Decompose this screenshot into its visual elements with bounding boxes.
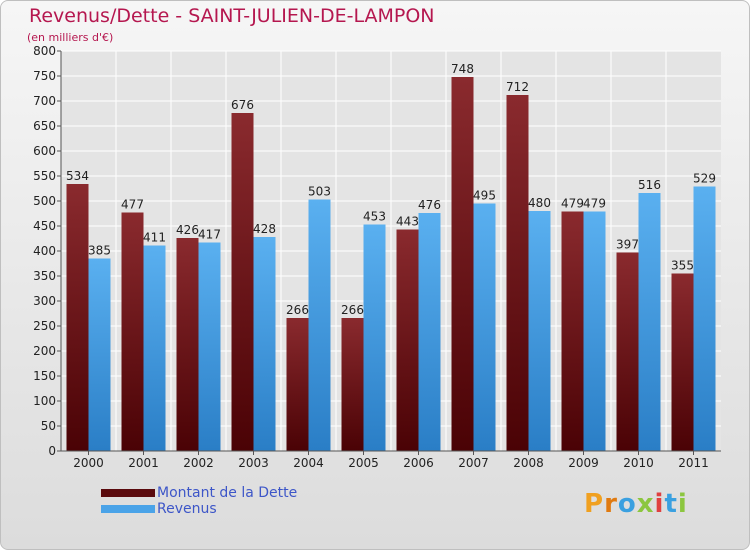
x-tick-label: 2001 [128, 456, 159, 470]
y-tick-label: 450 [33, 219, 56, 233]
y-tick-label: 800 [33, 44, 56, 58]
data-label-dette: 748 [451, 62, 474, 76]
y-tick-label: 350 [33, 269, 56, 283]
logo-letter: o [617, 489, 637, 519]
bar-revenus [253, 237, 276, 451]
bar-dette [176, 238, 199, 451]
x-tick-label: 2005 [348, 456, 379, 470]
chart-subtitle: (en milliers d'€) [27, 31, 114, 44]
logo-letter: t [664, 489, 678, 519]
y-tick-label: 150 [33, 369, 56, 383]
bar-revenus [583, 211, 606, 451]
bar-revenus [363, 224, 386, 451]
data-label-dette: 266 [341, 303, 364, 317]
logo-letter: i [677, 489, 688, 519]
legend-label-revenus: Revenus [157, 501, 217, 517]
bar-dette [506, 95, 529, 451]
legend-swatch-dette [101, 489, 155, 497]
legend-label-dette: Montant de la Dette [157, 485, 298, 501]
data-label-revenus: 495 [473, 189, 496, 203]
data-label-revenus: 411 [143, 231, 166, 245]
y-tick-label: 600 [33, 144, 56, 158]
proxiti-logo: Proxiti [584, 489, 688, 519]
bar-dette [616, 252, 639, 451]
data-label-dette: 479 [561, 197, 584, 211]
bar-dette [286, 318, 309, 451]
data-label-dette: 712 [506, 80, 529, 94]
data-label-dette: 477 [121, 198, 144, 212]
bar-dette [231, 113, 254, 451]
x-tick-label: 2000 [73, 456, 104, 470]
bar-dette [671, 273, 694, 451]
data-label-dette: 426 [176, 223, 199, 237]
bar-dette [121, 212, 144, 451]
bar-revenus [693, 186, 716, 451]
x-tick-label: 2010 [623, 456, 654, 470]
y-tick-label: 750 [33, 69, 56, 83]
y-tick-label: 700 [33, 94, 56, 108]
x-tick-label: 2006 [403, 456, 434, 470]
logo-letter: P [584, 489, 605, 519]
bar-dette [451, 77, 474, 451]
y-tick-label: 500 [33, 194, 56, 208]
bar-revenus [528, 211, 551, 451]
data-label-revenus: 453 [363, 210, 386, 224]
data-label-dette: 397 [616, 238, 639, 252]
data-label-revenus: 385 [88, 244, 111, 258]
y-tick-label: 300 [33, 294, 56, 308]
bar-dette [396, 229, 419, 451]
x-tick-label: 2011 [678, 456, 709, 470]
data-label-revenus: 529 [693, 172, 716, 186]
data-label-dette: 676 [231, 98, 254, 112]
data-label-dette: 355 [671, 259, 694, 273]
y-tick-label: 100 [33, 394, 56, 408]
x-tick-label: 2007 [458, 456, 489, 470]
data-label-revenus: 480 [528, 196, 551, 210]
y-tick-label: 50 [41, 419, 56, 433]
data-label-revenus: 476 [418, 198, 441, 212]
logo-letter: i [654, 489, 665, 519]
y-tick-label: 200 [33, 344, 56, 358]
data-label-revenus: 516 [638, 178, 661, 192]
y-tick-label: 650 [33, 119, 56, 133]
x-tick-label: 2009 [568, 456, 599, 470]
y-tick-label: 400 [33, 244, 56, 258]
bar-dette [561, 211, 584, 451]
data-label-revenus: 428 [253, 222, 276, 236]
data-label-revenus: 479 [583, 197, 606, 211]
logo-letter: x [636, 489, 655, 519]
data-label-revenus: 417 [198, 228, 221, 242]
x-tick-label: 2003 [238, 456, 269, 470]
bar-revenus [198, 242, 221, 451]
y-tick-label: 250 [33, 319, 56, 333]
data-label-dette: 443 [396, 215, 419, 229]
y-tick-label: 550 [33, 169, 56, 183]
logo-letter: r [604, 489, 618, 519]
x-tick-label: 2008 [513, 456, 544, 470]
data-label-dette: 266 [286, 303, 309, 317]
x-tick-label: 2004 [293, 456, 324, 470]
chart-title: Revenus/Dette - SAINT-JULIEN-DE-LAMPON [29, 5, 435, 27]
x-tick-label: 2002 [183, 456, 214, 470]
bar-revenus [418, 213, 441, 451]
data-label-dette: 534 [66, 169, 89, 183]
bar-dette [66, 184, 89, 451]
bar-revenus [88, 258, 111, 451]
bar-revenus [473, 203, 496, 451]
bar-revenus [308, 199, 331, 451]
bar-revenus [638, 193, 661, 451]
legend-swatch-revenus [101, 505, 155, 513]
bar-dette [341, 318, 364, 451]
y-tick-label: 0 [48, 444, 56, 458]
data-label-revenus: 503 [308, 185, 331, 199]
bar-revenus [143, 245, 166, 451]
